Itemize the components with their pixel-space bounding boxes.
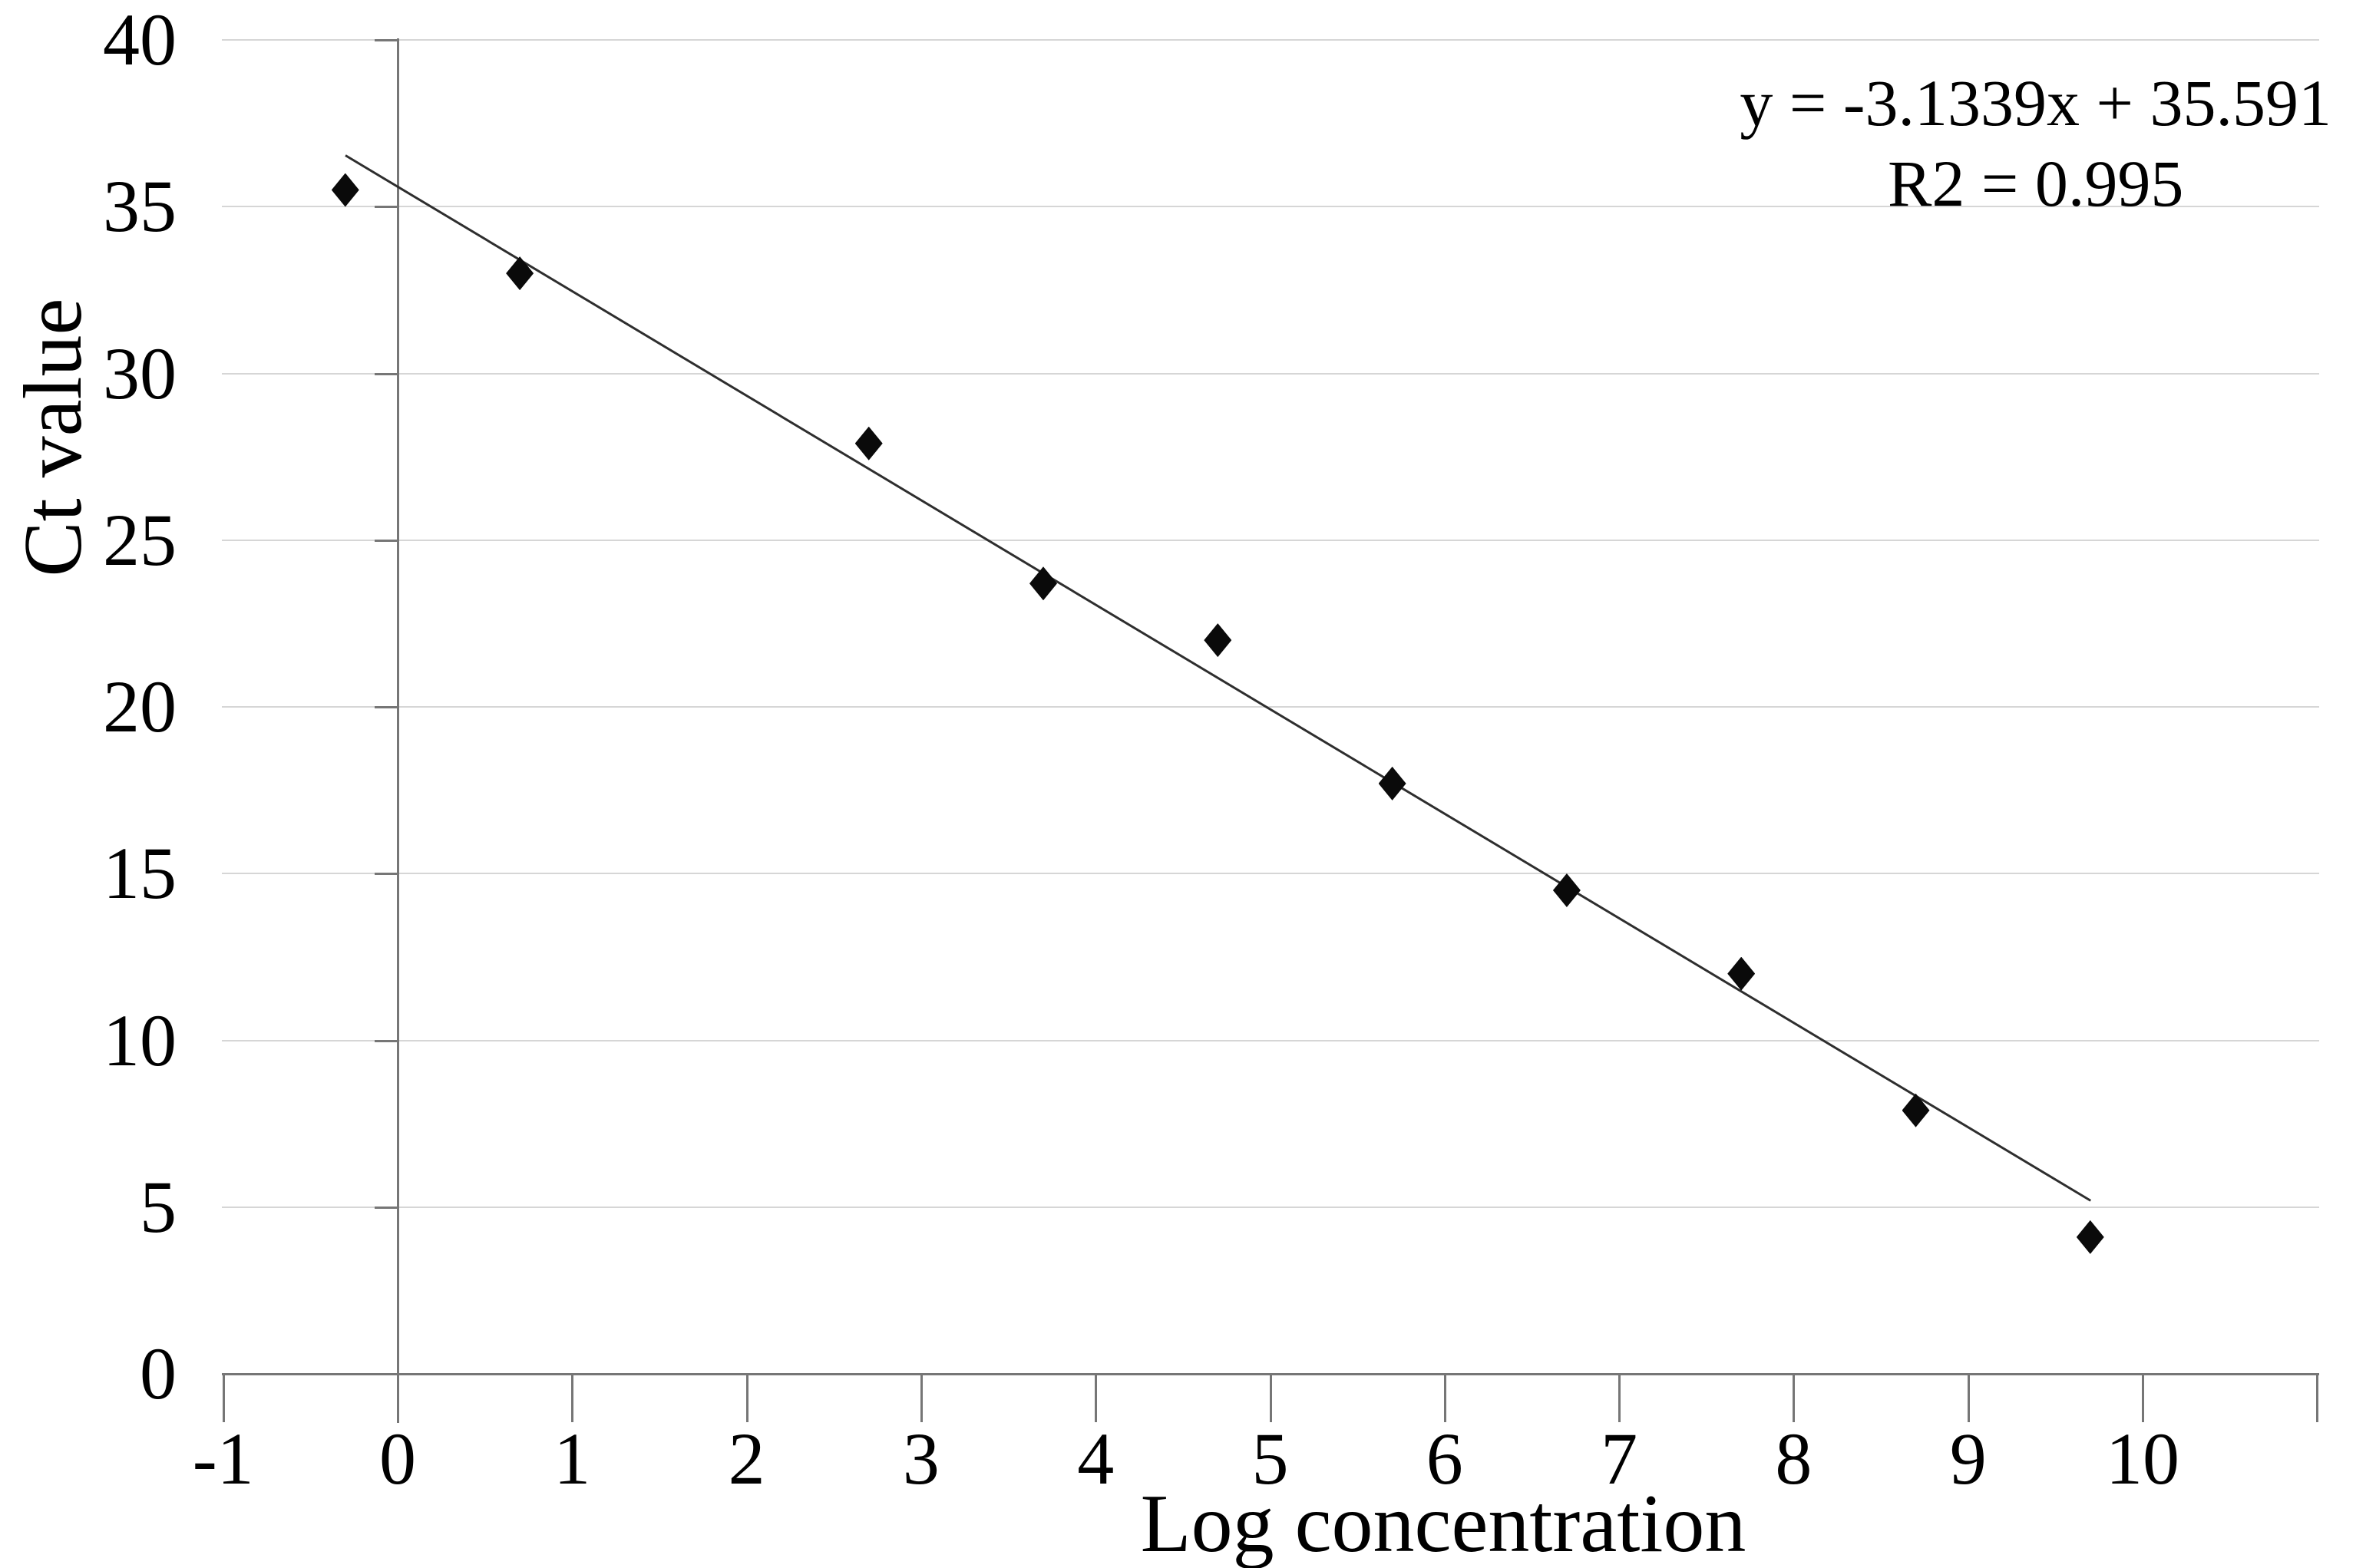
y-tick-label-0: 0 bbox=[140, 1332, 177, 1415]
y-tick-label-10: 10 bbox=[103, 999, 177, 1081]
data-point-marker-8 bbox=[1902, 1093, 1930, 1127]
y-tick-mark-35 bbox=[375, 206, 398, 209]
y-tick-mark-20 bbox=[375, 706, 398, 708]
x-tick-label-7: 7 bbox=[1601, 1418, 1638, 1500]
x-tick-label-5: 5 bbox=[1251, 1418, 1289, 1500]
x-tick-mark-1 bbox=[571, 1374, 574, 1422]
y-axis-title: Ct value bbox=[8, 298, 99, 577]
data-point-marker-4 bbox=[1204, 623, 1232, 658]
trendline bbox=[345, 154, 2091, 1202]
y-tick-label-40: 40 bbox=[103, 0, 177, 81]
y-tick-mark-40 bbox=[375, 39, 398, 41]
x-tick-label-6: 6 bbox=[1426, 1418, 1463, 1500]
x-tick-mark-2 bbox=[745, 1374, 748, 1422]
x-tick-label-9: 9 bbox=[1949, 1418, 1987, 1500]
x-tick-label-1: 1 bbox=[553, 1418, 591, 1500]
data-point-marker-6 bbox=[1552, 873, 1581, 907]
y-tick-label-25: 25 bbox=[103, 498, 177, 581]
y-tick-label-30: 30 bbox=[103, 332, 177, 414]
x-tick-mark--1 bbox=[222, 1374, 225, 1422]
data-point-marker-5 bbox=[1378, 766, 1406, 801]
x-tick-mark-0 bbox=[397, 1374, 399, 1422]
x-tick-mark-7 bbox=[1618, 1374, 1621, 1422]
x-tick-mark-9 bbox=[1967, 1374, 1970, 1422]
gridline-y-20 bbox=[222, 706, 2319, 708]
y-tick-mark-10 bbox=[375, 1039, 398, 1042]
gridline-y-25 bbox=[222, 539, 2319, 541]
gridline-y-35 bbox=[222, 206, 2319, 208]
x-tick-label--1: -1 bbox=[192, 1418, 254, 1500]
regression-annotation: y = -3.1339x + 35.591 R2 = 0.995 bbox=[1740, 63, 2331, 224]
gridline-y-15 bbox=[222, 873, 2319, 875]
regression-equation-text: y = -3.1339x + 35.591 bbox=[1740, 66, 2331, 140]
gridline-y-40 bbox=[222, 39, 2319, 41]
y-tick-label-5: 5 bbox=[140, 1165, 177, 1248]
y-tick-mark-30 bbox=[375, 372, 398, 375]
x-tick-mark-10 bbox=[2142, 1374, 2144, 1422]
y-tick-mark-5 bbox=[375, 1206, 398, 1209]
x-tick-label-10: 10 bbox=[2106, 1418, 2179, 1500]
gridline-y-10 bbox=[222, 1039, 2319, 1041]
x-tick-label-8: 8 bbox=[1775, 1418, 1813, 1500]
x-axis-title: Log concentration bbox=[1140, 1478, 1746, 1568]
x-tick-mark-6 bbox=[1443, 1374, 1446, 1422]
gridline-y-5 bbox=[222, 1206, 2319, 1208]
x-tick-label-3: 3 bbox=[902, 1418, 940, 1500]
x-tick-label-0: 0 bbox=[379, 1418, 416, 1500]
y-tick-label-20: 20 bbox=[103, 665, 177, 748]
x-tick-mark-3 bbox=[920, 1374, 923, 1422]
data-point-marker-0 bbox=[331, 173, 359, 207]
y-tick-label-15: 15 bbox=[103, 832, 177, 915]
gridline-y-30 bbox=[222, 372, 2319, 375]
data-point-marker-2 bbox=[854, 426, 883, 460]
data-point-marker-1 bbox=[506, 256, 534, 291]
y-tick-mark-25 bbox=[375, 539, 398, 542]
x-axis-end-tick bbox=[2316, 1374, 2319, 1422]
data-point-marker-3 bbox=[1029, 566, 1057, 601]
r-squared-text: R2 = 0.995 bbox=[1887, 146, 2184, 220]
x-tick-label-4: 4 bbox=[1077, 1418, 1115, 1500]
x-tick-mark-8 bbox=[1793, 1374, 1796, 1422]
data-point-marker-9 bbox=[2076, 1220, 2104, 1254]
y-tick-label-35: 35 bbox=[103, 165, 177, 248]
y-tick-mark-15 bbox=[375, 873, 398, 876]
x-tick-label-2: 2 bbox=[728, 1418, 765, 1500]
x-tick-mark-4 bbox=[1095, 1374, 1098, 1422]
y-axis-line bbox=[397, 38, 399, 1423]
x-tick-mark-5 bbox=[1269, 1374, 1272, 1422]
